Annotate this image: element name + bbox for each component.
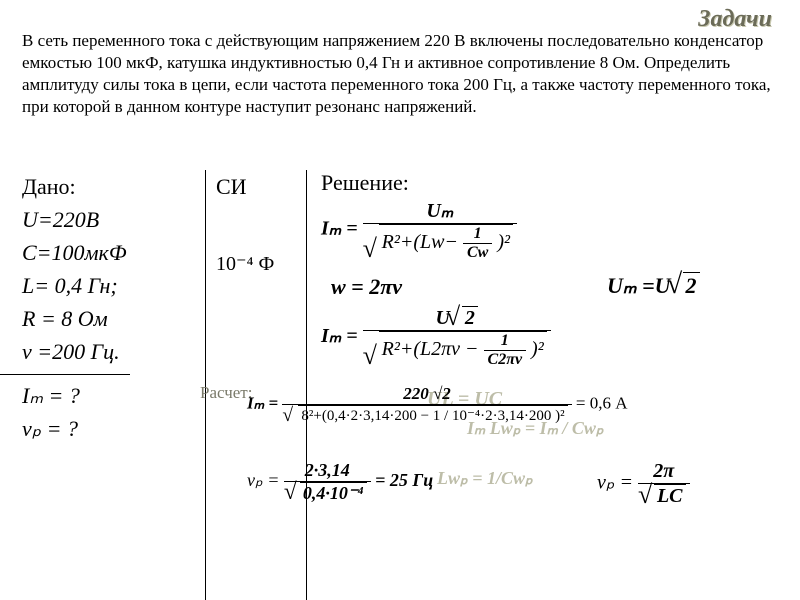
eq2a: w = 2πv	[331, 274, 402, 300]
eq3-lhs: Iₘ =	[321, 325, 358, 347]
eq1-den-fden: Cw	[463, 243, 492, 262]
si-C: 10⁻⁴ Ф	[216, 249, 306, 279]
calc-label: Расчет:	[200, 380, 252, 406]
solution-heading: Решение:	[321, 170, 778, 196]
eq6-lhs: vₚ =	[597, 472, 633, 494]
si-heading: СИ	[216, 170, 306, 203]
eq5-lhs: vₚ =	[247, 470, 279, 490]
eq5-mid: = 25 Гц	[375, 470, 433, 490]
eq1-den-fnum: 1	[463, 225, 492, 243]
eq2b-sqrt: 2	[683, 272, 700, 299]
eq5-num: 2·3,14	[284, 460, 371, 481]
eq1-num: Uₘ	[363, 198, 517, 223]
eq3-den-fden: C2πv	[484, 350, 527, 369]
given-column: Дано: U=220В C=100мкФ L= 0,4 Гн; R = 8 О…	[22, 170, 205, 600]
eq4-lhs: Iₘ =	[247, 393, 278, 412]
page-title: Задачи	[698, 6, 772, 33]
given-L: L= 0,4 Гн;	[22, 269, 197, 302]
eq2b: Uₘ =U 2	[607, 272, 700, 299]
question-vp: vₚ = ?	[22, 412, 197, 445]
eq6-den: LC	[654, 484, 686, 508]
eq3-den-l: R²+(L2πv −	[382, 338, 479, 360]
given-R: R = 8 Ом	[22, 302, 197, 335]
given-separator	[0, 374, 130, 375]
eq3: Iₘ = U2 R²+(L2πv − 1 C2πv )²	[321, 306, 551, 369]
eq5-den: 0,4·10⁻⁴	[300, 482, 367, 504]
eq1-lhs: Iₘ =	[321, 218, 358, 240]
eq3-den-fnum: 1	[484, 332, 527, 350]
question-Im: Iₘ = ?	[22, 379, 197, 412]
eq1-den-r: )²	[497, 231, 510, 253]
eq4-num: 220 √2	[282, 384, 571, 404]
eq1: Iₘ = Uₘ R²+(Lw− 1 Cw )²	[321, 198, 517, 262]
given-v: v =200 Гц.	[22, 335, 197, 368]
given-U: U=220В	[22, 203, 197, 236]
solution-column: Решение: Iₘ = Uₘ R²+(Lw− 1 Cw )²	[306, 170, 778, 600]
given-C: C=100мкФ	[22, 236, 197, 269]
eq6: vₚ = 2π LC	[597, 460, 690, 508]
shadow-lwp: Lwₚ = 1/Cwₚ	[437, 468, 533, 489]
eq5: vₚ = 2·3,14 0,4·10⁻⁴ = 25 Гц	[247, 460, 433, 504]
content-columns: Дано: U=220В C=100мкФ L= 0,4 Гн; R = 8 О…	[22, 170, 778, 600]
shadow-imlwp: Iₘ Lwₚ = Iₘ / Cwₚ	[467, 418, 604, 439]
eq2b-lhs: Uₘ =U	[607, 273, 671, 298]
eq4-rhs: = 0,6 А	[576, 393, 628, 412]
given-heading: Дано:	[22, 170, 197, 203]
eq3-den-r: )²	[531, 338, 544, 360]
eq1-den-l: R²+(Lw−	[382, 231, 458, 253]
eq3-num-sqrt: 2	[462, 306, 478, 330]
problem-statement: В сеть переменного тока с действующим на…	[22, 30, 778, 118]
